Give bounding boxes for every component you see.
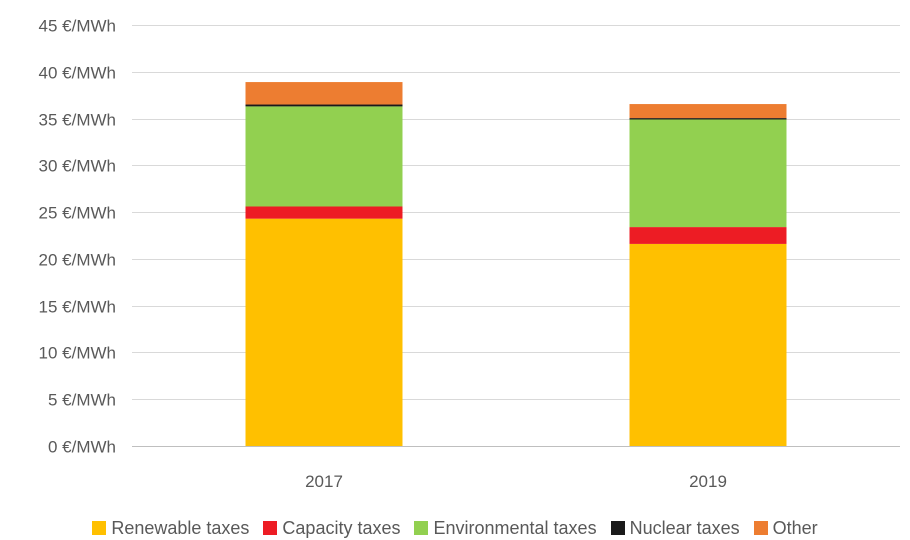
legend-label: Environmental taxes	[433, 517, 597, 538]
y-tick-label: 30 €/MWh	[39, 157, 116, 176]
y-tick-label: 10 €/MWh	[39, 344, 116, 363]
legend-swatch	[263, 521, 278, 535]
bar-segment-nuclear-taxes-2019	[629, 118, 787, 120]
y-axis: 0 €/MWh 5 €/MWh 10 €/MWh 15 €/MWh 20 €/MWh 25…	[39, 17, 116, 457]
y-tick-label: 40 €/MWh	[39, 64, 116, 83]
x-tick-label: 2017	[305, 472, 343, 491]
legend-item: Nuclear taxes	[610, 517, 740, 539]
y-tick-label: 25 €/MWh	[39, 204, 116, 223]
legend-swatch	[414, 521, 429, 535]
bar-segment-environmental-taxes-2017	[245, 106, 403, 207]
bar-segment-environmental-taxes-2019	[629, 119, 787, 228]
bar-segment-renewable-taxes-2017	[245, 218, 403, 446]
bar-segment-nuclear-taxes-2017	[245, 104, 403, 107]
y-tick-label: 45 €/MWh	[39, 17, 116, 36]
legend-label: Other	[772, 517, 818, 538]
y-tick-label: 15 €/MWh	[39, 298, 116, 317]
legend-swatch	[753, 521, 768, 535]
y-tick-label: 5 €/MWh	[48, 391, 116, 410]
bar-segment-capacity-taxes-2019	[629, 227, 787, 244]
legend-item: Environmental taxes	[414, 517, 597, 539]
legend: Renewable taxes Capacity taxes Environment…	[0, 516, 910, 540]
bar-segment-renewable-taxes-2019	[629, 243, 787, 446]
legend-item: Other	[753, 517, 818, 539]
bars	[245, 82, 787, 446]
legend-label: Renewable taxes	[111, 517, 250, 538]
bar-segment-other-2019	[629, 104, 787, 119]
legend-item: Capacity taxes	[263, 518, 400, 539]
legend-label: Nuclear taxes	[629, 517, 740, 538]
legend-item: Renewable taxes	[92, 518, 249, 539]
y-tick-label: 20 €/MWh	[39, 251, 116, 270]
bar-segment-capacity-taxes-2017	[245, 206, 403, 219]
legend-swatch	[610, 521, 625, 535]
bar-segment-other-2017	[245, 82, 403, 105]
stacked-bar-chart: 0 €/MWh 5 €/MWh 10 €/MWh 15 €/MWh 20 €/MWh 25…	[39, 17, 900, 491]
legend-label: Capacity taxes	[282, 517, 401, 538]
x-tick-label: 2019	[689, 472, 727, 491]
y-tick-label: 0 €/MWh	[48, 438, 116, 457]
legend-swatch	[92, 521, 107, 535]
x-axis: 2017 2019	[305, 472, 727, 491]
y-tick-label: 35 €/MWh	[39, 111, 116, 130]
